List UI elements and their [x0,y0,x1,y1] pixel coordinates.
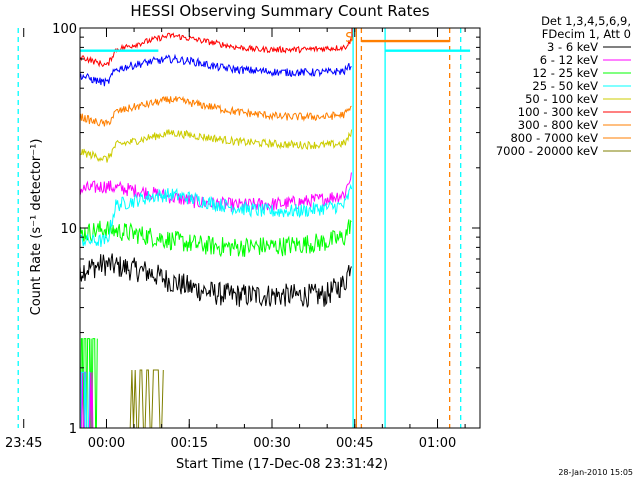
legend-label-7: 800 - 7000 keV [510,131,598,145]
low-band-2 [80,371,91,428]
x-tick-label-1: 00:00 [88,436,125,451]
x-tick-label-2: 00:15 [171,436,208,451]
y-tick-label-2: 100 [52,22,77,37]
legend-label-6: 300 - 800 keV [518,118,598,132]
x-tick-label-3: 00:30 [253,436,290,451]
legend-header-line-2: FDecim 1, Att 0 [542,27,631,41]
legend-label-0: 3 - 6 keV [547,40,598,54]
series-line-7 [80,95,352,127]
legend-label-4: 50 - 100 keV [525,92,598,106]
series-line-5 [80,32,352,68]
timestamp-label: 28-Jan-2010 15:05 [558,468,633,477]
series-line-0 [80,253,352,308]
low-band-1 [80,371,94,428]
reference-lines [17,28,462,428]
y-tick-label-0: 1 [69,422,77,437]
x-tick-label-0: 23:45 [5,436,42,451]
chart-title: HESSI Observing Summary Count Rates [130,2,429,20]
olive-spikes [129,369,164,428]
series-line-4 [80,129,353,163]
x-tick-label-5: 01:00 [419,436,456,451]
x-tick-label-4: 00:45 [336,436,373,451]
y-tick-label-1: 10 [60,222,77,237]
annotation-label: S [345,31,353,46]
legend-header-line-1: Det 1,3,4,5,6,9, [541,14,631,28]
legend-label-8: 7000 - 20000 keV [496,144,598,158]
x-axis-label: Start Time (17-Dec-08 23:31:42) [176,457,388,472]
legend-label-5: 100 - 300 keV [518,105,598,119]
axes: 1 10 100 23:45 00:00 00:15 00:30 00:45 01:00 [5,22,481,451]
series-line-6 [80,53,352,87]
series-line-3 [80,183,353,248]
legend: Det 1,3,4,5,6,9, FDecim 1, Att 0 3 - 6 k… [496,14,631,158]
legend-label-2: 12 - 25 keV [532,66,598,80]
y-axis-label: Count Rate (s⁻¹ detector⁻¹) [29,139,44,316]
legend-label-1: 6 - 12 keV [540,53,598,67]
legend-label-3: 25 - 50 keV [532,79,598,93]
